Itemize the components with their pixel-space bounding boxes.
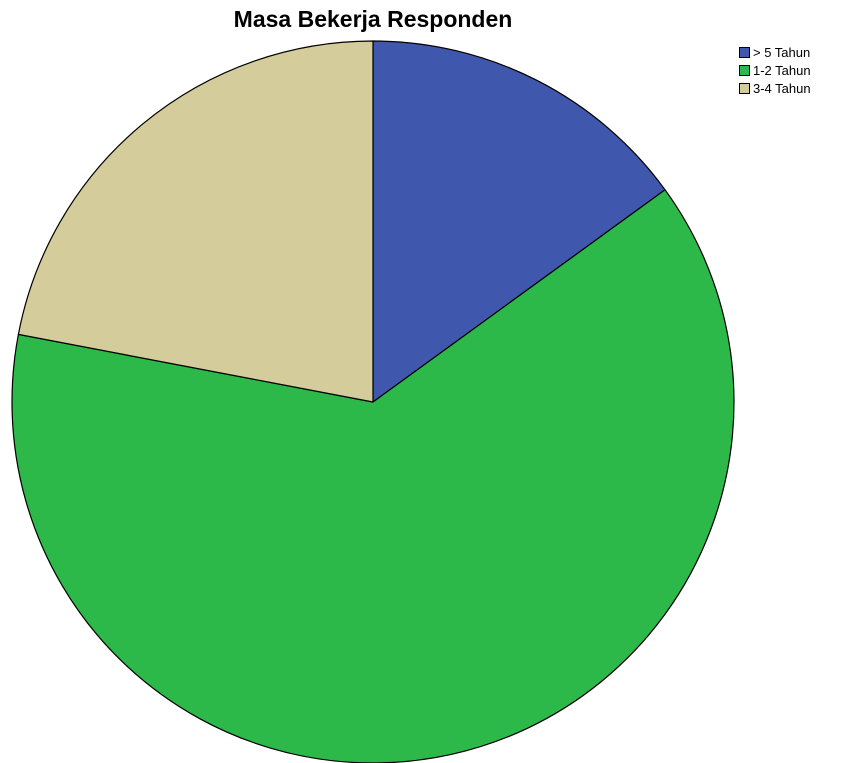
legend-item: > 5 Tahun <box>739 43 811 61</box>
legend-swatch <box>739 64 750 76</box>
chart-legend: > 5 Tahun 1-2 Tahun 3-4 Tahun <box>739 43 811 97</box>
legend-label: > 5 Tahun <box>753 44 811 60</box>
pie-slice <box>372 40 666 403</box>
legend-item: 1-2 Tahun <box>739 61 811 79</box>
pie-slice <box>11 189 735 763</box>
legend-item: 3-4 Tahun <box>739 79 811 97</box>
legend-label: 3-4 Tahun <box>753 80 811 96</box>
chart-title: Masa Bekerja Responden <box>233 6 513 32</box>
pie-slice <box>17 40 374 403</box>
legend-swatch <box>739 82 750 94</box>
legend-label: 1-2 Tahun <box>753 62 811 78</box>
legend-swatch <box>739 46 750 58</box>
